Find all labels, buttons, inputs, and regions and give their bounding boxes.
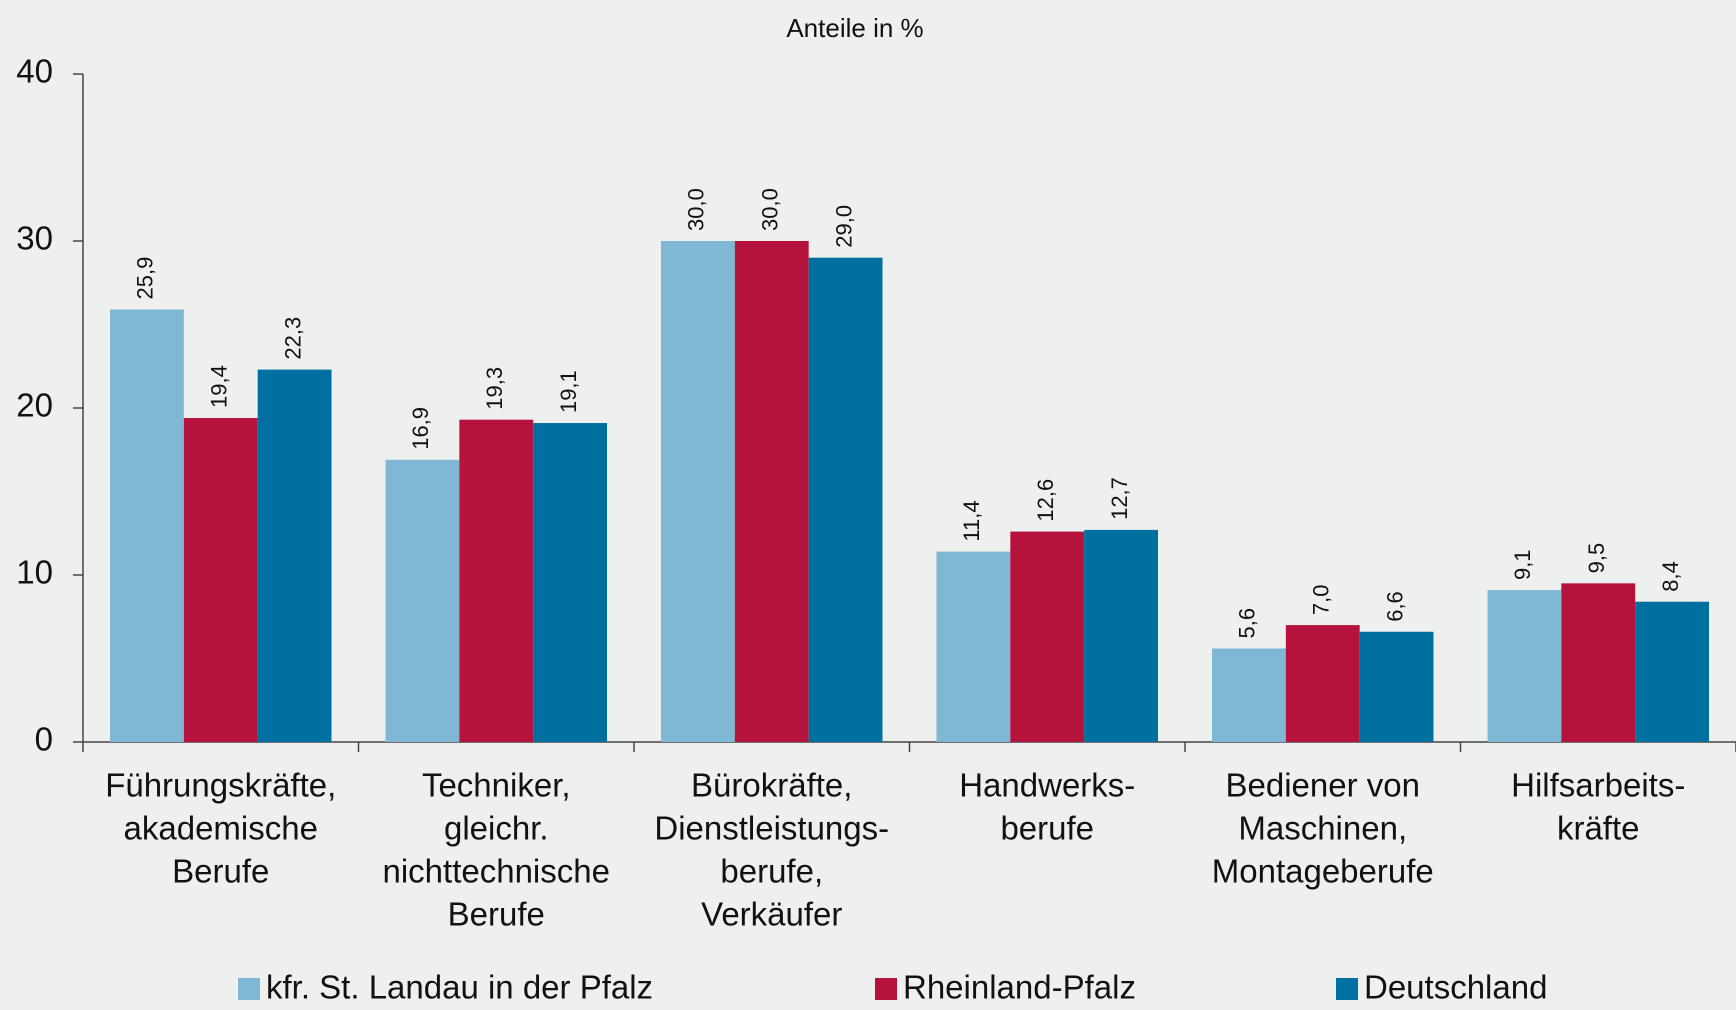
x-tick-label: Handwerks- bbox=[959, 767, 1135, 804]
bar bbox=[1635, 601, 1710, 742]
y-tick-label: 20 bbox=[16, 387, 53, 424]
legend-label: Deutschland bbox=[1364, 969, 1547, 1006]
x-tick-label: Techniker, bbox=[422, 767, 571, 804]
x-tick-label: Verkäufer bbox=[701, 896, 842, 933]
bar bbox=[385, 459, 460, 742]
value-label: 9,5 bbox=[1584, 543, 1609, 574]
x-tick-label: berufe, bbox=[720, 853, 823, 890]
bar bbox=[1211, 648, 1286, 742]
x-tick-label: Berufe bbox=[172, 853, 269, 890]
x-tick-label: Bürokräfte, bbox=[691, 767, 852, 804]
x-tick-label: Dienstleistungs- bbox=[654, 810, 889, 847]
value-label: 7,0 bbox=[1309, 585, 1334, 616]
bar bbox=[1285, 625, 1360, 742]
bar bbox=[660, 241, 735, 742]
value-label: 6,6 bbox=[1382, 591, 1407, 622]
value-label: 9,1 bbox=[1510, 549, 1535, 580]
legend-swatch bbox=[238, 978, 260, 1000]
chart-title: Anteile in % bbox=[786, 13, 923, 43]
value-label: 16,9 bbox=[408, 407, 433, 450]
bar bbox=[183, 418, 258, 742]
y-tick-label: 10 bbox=[16, 554, 53, 591]
value-label: 5,6 bbox=[1235, 608, 1260, 639]
bar bbox=[1487, 590, 1562, 742]
x-tick-label: gleichr. bbox=[444, 810, 549, 847]
x-tick-label: nichttechnische bbox=[383, 853, 610, 890]
x-tick-label: kräfte bbox=[1557, 810, 1640, 847]
x-tick-label: Bediener von bbox=[1226, 767, 1420, 804]
value-label: 11,4 bbox=[959, 500, 984, 541]
bar bbox=[533, 423, 608, 742]
x-tick-label: Maschinen, bbox=[1238, 810, 1407, 847]
bar bbox=[1561, 583, 1636, 742]
value-label: 22,3 bbox=[280, 317, 305, 360]
x-tick-label: Berufe bbox=[448, 896, 545, 933]
x-tick-label: berufe bbox=[1000, 810, 1094, 847]
bar bbox=[109, 309, 184, 742]
bar bbox=[808, 257, 883, 742]
bar bbox=[257, 369, 332, 742]
value-label: 30,0 bbox=[758, 188, 783, 231]
bar bbox=[936, 551, 1011, 742]
bar bbox=[1084, 529, 1159, 742]
legend-label: Rheinland-Pfalz bbox=[903, 969, 1136, 1006]
value-label: 29,0 bbox=[831, 205, 856, 248]
value-label: 25,9 bbox=[133, 257, 158, 300]
y-tick-label: 40 bbox=[16, 53, 53, 90]
x-tick-label: akademische bbox=[124, 810, 318, 847]
value-label: 19,1 bbox=[556, 370, 581, 413]
value-label: 12,7 bbox=[1107, 477, 1132, 520]
bar bbox=[1010, 531, 1085, 742]
x-tick-label: Führungskräfte, bbox=[105, 767, 336, 804]
value-label: 12,6 bbox=[1033, 479, 1058, 522]
bar bbox=[459, 419, 534, 742]
legend-swatch bbox=[1336, 978, 1358, 1000]
value-label: 8,4 bbox=[1658, 561, 1683, 592]
x-tick-label: Hilfsarbeits- bbox=[1511, 767, 1685, 804]
y-tick-label: 0 bbox=[35, 721, 53, 758]
x-tick-label: Montageberufe bbox=[1212, 853, 1434, 890]
value-label: 19,3 bbox=[482, 367, 507, 410]
value-label: 19,4 bbox=[207, 365, 232, 408]
legend-swatch bbox=[875, 978, 897, 1000]
bar bbox=[734, 241, 809, 742]
legend-label: kfr. St. Landau in der Pfalz bbox=[266, 969, 653, 1006]
value-label: 30,0 bbox=[684, 188, 709, 231]
bar bbox=[1359, 631, 1434, 742]
y-tick-label: 30 bbox=[16, 220, 53, 257]
